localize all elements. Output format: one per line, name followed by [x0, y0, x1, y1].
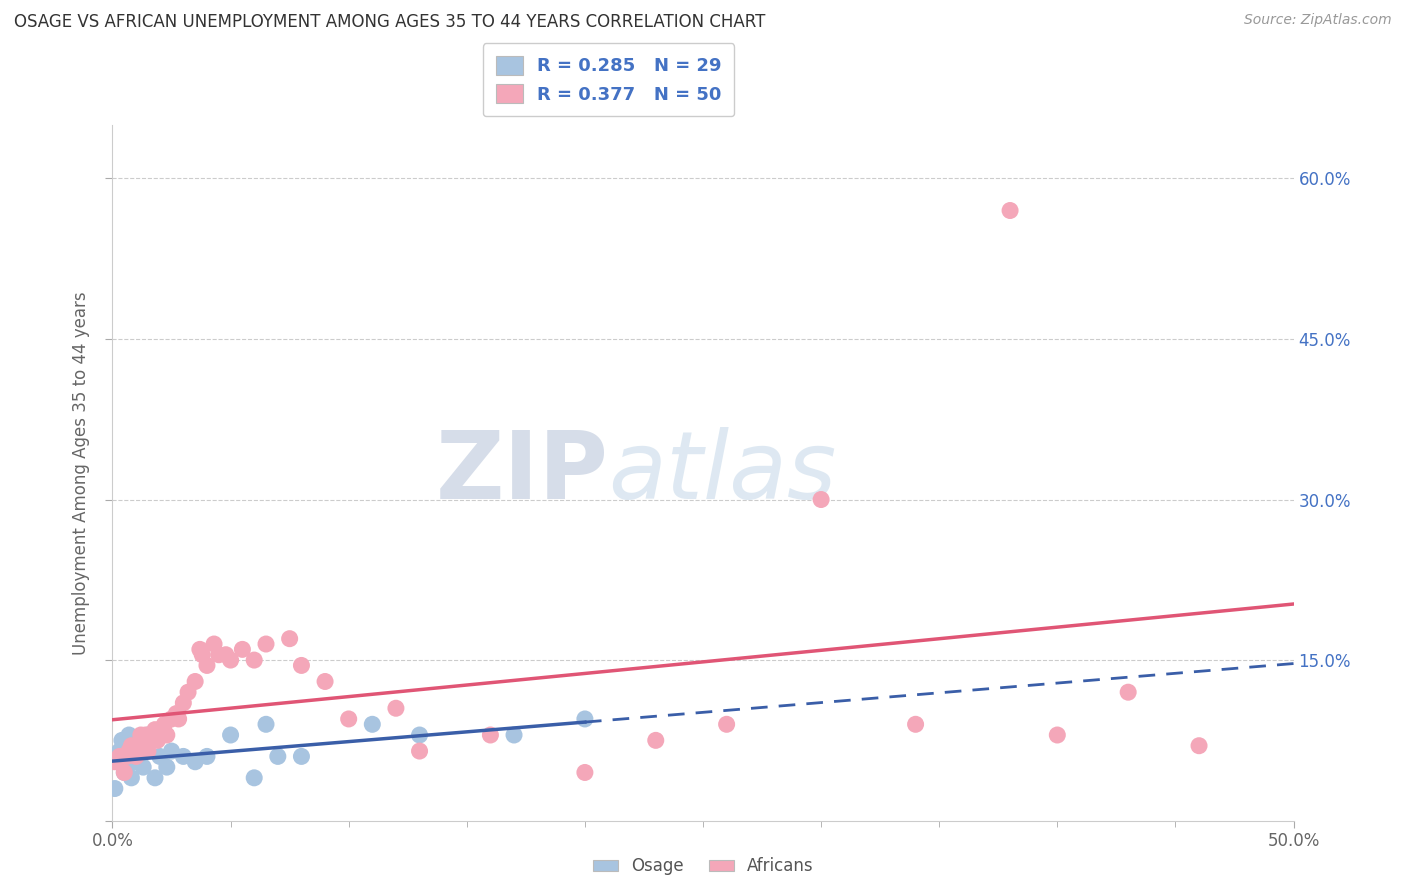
Point — [314, 674, 336, 689]
Point — [1046, 728, 1069, 742]
Point — [120, 771, 142, 785]
Point — [361, 717, 384, 731]
Point — [129, 728, 152, 742]
Point — [160, 712, 183, 726]
Point — [125, 749, 148, 764]
Point — [104, 781, 127, 796]
Point — [243, 653, 266, 667]
Text: ZIP: ZIP — [436, 426, 609, 519]
Point — [219, 653, 242, 667]
Point — [146, 733, 169, 747]
Point — [195, 658, 218, 673]
Point — [122, 744, 145, 758]
Point — [105, 749, 128, 764]
Point — [254, 717, 277, 731]
Point — [120, 739, 142, 753]
Point — [160, 744, 183, 758]
Point — [135, 728, 157, 742]
Point — [644, 733, 666, 747]
Point — [153, 717, 176, 731]
Point — [108, 744, 131, 758]
Point — [125, 744, 148, 758]
Point — [219, 728, 242, 742]
Point — [115, 755, 138, 769]
Point — [574, 765, 596, 780]
Point — [337, 712, 360, 726]
Point — [122, 755, 145, 769]
Point — [118, 728, 141, 742]
Text: Source: ZipAtlas.com: Source: ZipAtlas.com — [1244, 13, 1392, 28]
Point — [231, 642, 253, 657]
Text: atlas: atlas — [609, 427, 837, 518]
Point — [104, 755, 127, 769]
Point — [385, 701, 408, 715]
Point — [184, 674, 207, 689]
Point — [810, 492, 832, 507]
Point — [188, 642, 211, 657]
Point — [243, 771, 266, 785]
Point — [254, 637, 277, 651]
Point — [167, 712, 190, 726]
Point — [149, 749, 172, 764]
Y-axis label: Unemployment Among Ages 35 to 44 years: Unemployment Among Ages 35 to 44 years — [72, 291, 90, 655]
Point — [208, 648, 231, 662]
Point — [503, 728, 526, 742]
Point — [108, 749, 131, 764]
Point — [278, 632, 301, 646]
Point — [139, 728, 162, 742]
Legend: Osage, Africans: Osage, Africans — [586, 851, 820, 882]
Point — [202, 637, 225, 651]
Point — [118, 744, 141, 758]
Point — [716, 717, 738, 731]
Point — [184, 755, 207, 769]
Point — [111, 733, 134, 747]
Point — [1188, 739, 1211, 753]
Point — [112, 765, 135, 780]
Point — [127, 739, 149, 753]
Point — [132, 733, 155, 747]
Point — [574, 712, 596, 726]
Point — [290, 658, 312, 673]
Point — [191, 648, 214, 662]
Point — [290, 749, 312, 764]
Point — [156, 760, 179, 774]
Point — [408, 728, 430, 742]
Point — [136, 744, 159, 758]
Point — [408, 744, 430, 758]
Point — [1116, 685, 1139, 699]
Point — [172, 696, 194, 710]
Point — [115, 749, 138, 764]
Point — [112, 765, 135, 780]
Point — [177, 685, 200, 699]
Point — [136, 728, 159, 742]
Point — [165, 706, 187, 721]
Point — [998, 203, 1021, 218]
Point — [156, 728, 179, 742]
Point — [143, 723, 166, 737]
Point — [143, 771, 166, 785]
Point — [904, 717, 927, 731]
Point — [479, 728, 502, 742]
Point — [172, 749, 194, 764]
Text: OSAGE VS AFRICAN UNEMPLOYMENT AMONG AGES 35 TO 44 YEARS CORRELATION CHART: OSAGE VS AFRICAN UNEMPLOYMENT AMONG AGES… — [14, 13, 765, 31]
Point — [215, 648, 238, 662]
Point — [132, 760, 155, 774]
Point — [149, 723, 172, 737]
Point — [267, 749, 290, 764]
Point — [195, 749, 218, 764]
